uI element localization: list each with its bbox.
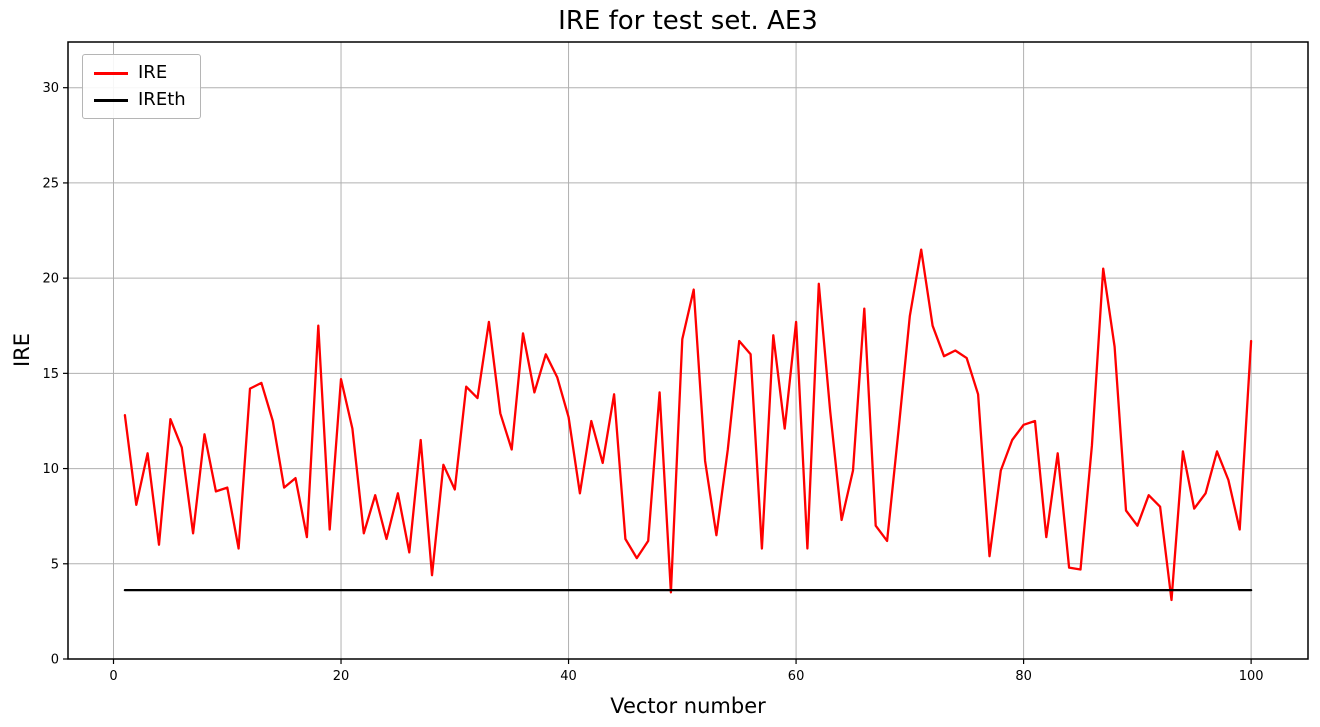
axis-ticks: 0 20 40 60 80 100 0 5 10 15 20 25 30 bbox=[42, 81, 1263, 684]
legend-line-sample-ireth bbox=[94, 98, 128, 102]
y-tick-label: 30 bbox=[42, 81, 59, 96]
y-tick-label: 25 bbox=[42, 176, 59, 191]
x-tick-label: 20 bbox=[333, 669, 350, 684]
x-axis-label: Vector number bbox=[610, 694, 766, 718]
y-tick-label: 5 bbox=[51, 557, 59, 572]
x-tick-label: 100 bbox=[1239, 669, 1264, 684]
gridlines bbox=[68, 42, 1308, 660]
legend-label-ire: IRE bbox=[138, 62, 168, 83]
x-tick-label: 60 bbox=[788, 669, 805, 684]
y-tick-label: 10 bbox=[42, 462, 59, 477]
legend-entry-ire: IRE bbox=[94, 64, 186, 82]
series-line-ire bbox=[123, 248, 1253, 602]
y-axis-label: IRE bbox=[10, 332, 34, 368]
legend: IRE IREth bbox=[82, 54, 201, 119]
x-tick-label: 0 bbox=[109, 669, 117, 684]
y-tick-label: 0 bbox=[51, 653, 59, 668]
y-tick-label: 20 bbox=[42, 272, 59, 287]
legend-label-ireth: IREth bbox=[138, 89, 186, 110]
axes-spines bbox=[67, 41, 1309, 660]
chart-title: IRE for test set. AE3 bbox=[558, 6, 818, 36]
legend-entry-ireth: IREth bbox=[94, 91, 186, 109]
legend-line-sample-ire bbox=[94, 71, 128, 75]
y-tick-label: 15 bbox=[42, 367, 59, 382]
x-tick-label: 80 bbox=[1015, 669, 1032, 684]
x-tick-label: 40 bbox=[560, 669, 577, 684]
data-series bbox=[123, 248, 1253, 602]
